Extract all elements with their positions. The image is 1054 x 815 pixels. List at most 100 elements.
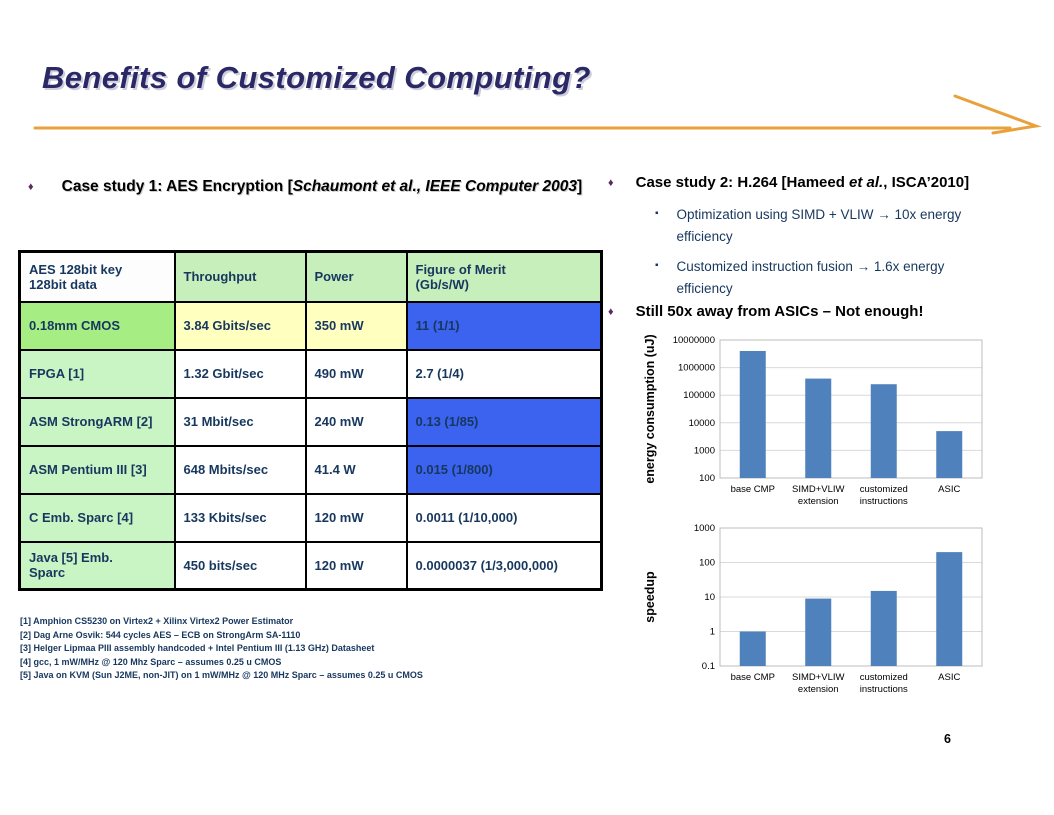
- data-cell: 0.0011 (1/10,000): [405, 492, 603, 543]
- sub-bullet-item: ▪ Customized instruction fusion → 1.6x en…: [655, 256, 973, 299]
- cs2-title-prefix: Case study 2: H.264 [Hameed: [635, 174, 850, 191]
- aes-table-header-cell: Throughput: [173, 250, 307, 303]
- slide-title: Benefits of Customized Computing?: [42, 60, 591, 95]
- aes-table-header-cell: Figure of Merit (Gb/s/W): [405, 250, 603, 303]
- y-tick-label: 10000: [689, 418, 715, 429]
- category-label: SIMD+VLIW extension: [792, 484, 845, 507]
- data-cell: 11 (1/1): [405, 300, 603, 351]
- data-cell: 2.7 (1/4): [405, 348, 603, 399]
- category-label: customized instructions: [860, 672, 908, 695]
- y-axis-title: speedup: [643, 571, 657, 623]
- y-tick-label: 100: [699, 473, 715, 484]
- bar: [739, 631, 766, 666]
- category-label: base CMP: [731, 672, 775, 683]
- footnote-line: [5] Java on KVM (Sun J2ME, non-JIT) on 1…: [20, 670, 423, 680]
- plot-border: [719, 527, 983, 667]
- aes-table-body: 0.18mm CMOS 3.84 Gbits/sec 350 mW 11 (1/1) F…: [18, 300, 603, 591]
- data-cell: 240 mW: [304, 396, 408, 447]
- y-tick-label: 100000: [683, 390, 715, 401]
- cs2-title-citation: et al.: [849, 174, 884, 191]
- diamond-bullet-icon: ♦: [608, 177, 614, 189]
- cs1-title-prefix: Case study 1: AES Encryption [: [61, 178, 293, 195]
- bar-chart: 0.1 1 10 100 1000 base CMP SIMD+VLIW extension c…: [643, 523, 983, 695]
- y-tick-label: 100: [699, 558, 715, 569]
- bar-chart: 100 1000 10000 100000 1000000 10000000 base CM…: [643, 334, 983, 507]
- cs1-title-suffix: ]: [577, 178, 583, 195]
- case-study-2-heading: ♦ Case study 2: H.264 [Hameed et al., IS…: [608, 174, 1038, 191]
- conclusion-bullet: ♦ Still 50x away from ASICs – Not enough…: [608, 303, 1038, 320]
- speedup-chart: 0.1 1 10 100 1000 base CMP SIMD+VLIW extension c…: [640, 518, 1000, 721]
- table-row: FPGA [1] 1.32 Gbit/sec 490 mW 2.7 (1/4): [18, 348, 603, 399]
- y-tick-label: 0.1: [702, 661, 715, 672]
- footnote-line: [3] Helger Lipmaa PIII assembly handcode…: [20, 643, 375, 653]
- data-cell: 133 Kbits/sec: [173, 492, 307, 543]
- table-row: C Emb. Sparc [4] 133 Kbits/sec 120 mW 0.001…: [18, 492, 603, 543]
- y-tick-label: 1000: [694, 523, 715, 534]
- table-row: 0.18mm CMOS 3.84 Gbits/sec 350 mW 11 (1/1): [18, 300, 603, 351]
- data-cell: 0.13 (1/85): [405, 396, 603, 447]
- square-bullet-icon: ▪: [655, 208, 659, 219]
- y-tick-label: 1000: [694, 445, 715, 456]
- data-cell: 41.4 W: [304, 444, 408, 495]
- table-row: Java [5] Emb. Sparc 450 bits/sec 120 mW 0.0…: [18, 540, 603, 591]
- aes-table-head-row: AES 128bit key 128bit data Throughput Powe…: [18, 250, 603, 303]
- data-cell: 350 mW: [304, 300, 408, 351]
- row-header-cell: ASM Pentium III [3]: [18, 444, 176, 495]
- bar: [870, 384, 897, 478]
- energy-chart: 100 1000 10000 100000 1000000 10000000 base CM…: [640, 330, 1000, 533]
- cs1-title-citation: Schaumont et al., IEEE Computer 2003: [292, 178, 577, 195]
- category-label: customized instructions: [860, 484, 908, 507]
- aes-table-header-cell: Power: [304, 250, 408, 303]
- page-number: 6: [944, 732, 951, 746]
- y-tick-label: 10: [704, 592, 715, 603]
- bar: [936, 431, 963, 478]
- diamond-bullet-icon: ♦: [28, 181, 34, 193]
- footnote-line: [4] gcc, 1 mW/MHz @ 120 Mhz Sparc – assu…: [20, 656, 282, 667]
- sub-bullet-item: ▪ Optimization using SIMD + VLIW → 10x en…: [655, 204, 973, 247]
- row-header-cell: Java [5] Emb. Sparc: [18, 540, 176, 591]
- bar: [739, 350, 766, 478]
- plot-border: [719, 339, 983, 479]
- data-cell: 0.015 (1/800): [405, 444, 603, 495]
- case-study-1-heading: ♦ Case study 1: AES Encryption [Schaumon…: [28, 178, 608, 196]
- row-header-cell: ASM StrongARM [2]: [18, 396, 176, 447]
- row-header-cell: C Emb. Sparc [4]: [18, 492, 176, 543]
- table-row: ASM StrongARM [2] 31 Mbit/sec 240 mW 0.13 (…: [18, 396, 603, 447]
- footnote-line: [2] Dag Arne Osvik: 544 cycles AES – ECB…: [20, 629, 301, 640]
- square-bullet-icon: ▪: [655, 260, 659, 272]
- footnotes: [1] Amphion CS5230 on Virtex2 + Xilinx V…: [20, 615, 600, 683]
- y-tick-label: 1000000: [678, 363, 715, 374]
- row-header-cell: 0.18mm CMOS: [18, 300, 176, 351]
- category-label: ASIC: [938, 672, 960, 683]
- aes-table-header-cell: AES 128bit key 128bit data: [18, 250, 176, 303]
- data-cell: 120 mW: [304, 540, 408, 591]
- conclusion-text: Still 50x away from ASICs – Not enough!: [635, 303, 924, 320]
- table-row: ASM Pentium III [3] 648 Mbits/sec 41.4 W 0.…: [18, 444, 603, 495]
- accent-arrowhead-icon: [953, 94, 1042, 135]
- data-cell: 3.84 Gbits/sec: [173, 300, 307, 351]
- y-axis-title: energy consumption (uJ): [643, 334, 657, 483]
- cs2-title-suffix: , ISCA’2010]: [883, 174, 970, 191]
- category-label: SIMD+VLIW extension: [792, 672, 845, 695]
- data-cell: 450 bits/sec: [173, 540, 307, 591]
- aes-comparison-table: AES 128bit key 128bit data Throughput Powe…: [18, 250, 603, 591]
- category-label: ASIC: [938, 484, 960, 495]
- data-cell: 120 mW: [304, 492, 408, 543]
- diamond-bullet-icon: ♦: [608, 306, 614, 318]
- y-tick-label: 1: [710, 627, 715, 638]
- data-cell: 1.32 Gbit/sec: [173, 348, 307, 399]
- sub-bullet-text: Optimization using SIMD + VLIW → 10x ene…: [676, 207, 962, 244]
- bar: [870, 590, 897, 666]
- bar: [936, 552, 963, 666]
- case-study-2-title: Case study 2: H.264 [Hameed et al., ISCA…: [636, 174, 970, 191]
- footnote-line: [1] Amphion CS5230 on Virtex2 + Xilinx V…: [20, 616, 294, 626]
- data-cell: 0.0000037 (1/3,000,000): [405, 540, 603, 591]
- y-tick-label: 10000000: [673, 335, 715, 346]
- cs2-sub-bullets: ▪ Optimization using SIMD + VLIW → 10x en…: [655, 204, 973, 308]
- row-header-cell: FPGA [1]: [18, 348, 176, 399]
- bar: [805, 378, 832, 478]
- accent-line-arrow: [33, 94, 1042, 135]
- data-cell: 31 Mbit/sec: [173, 396, 307, 447]
- data-cell: 648 Mbits/sec: [173, 444, 307, 495]
